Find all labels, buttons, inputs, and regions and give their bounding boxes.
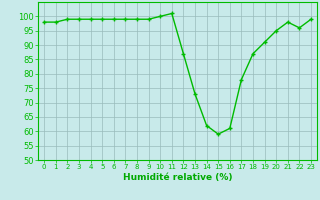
X-axis label: Humidité relative (%): Humidité relative (%): [123, 173, 232, 182]
